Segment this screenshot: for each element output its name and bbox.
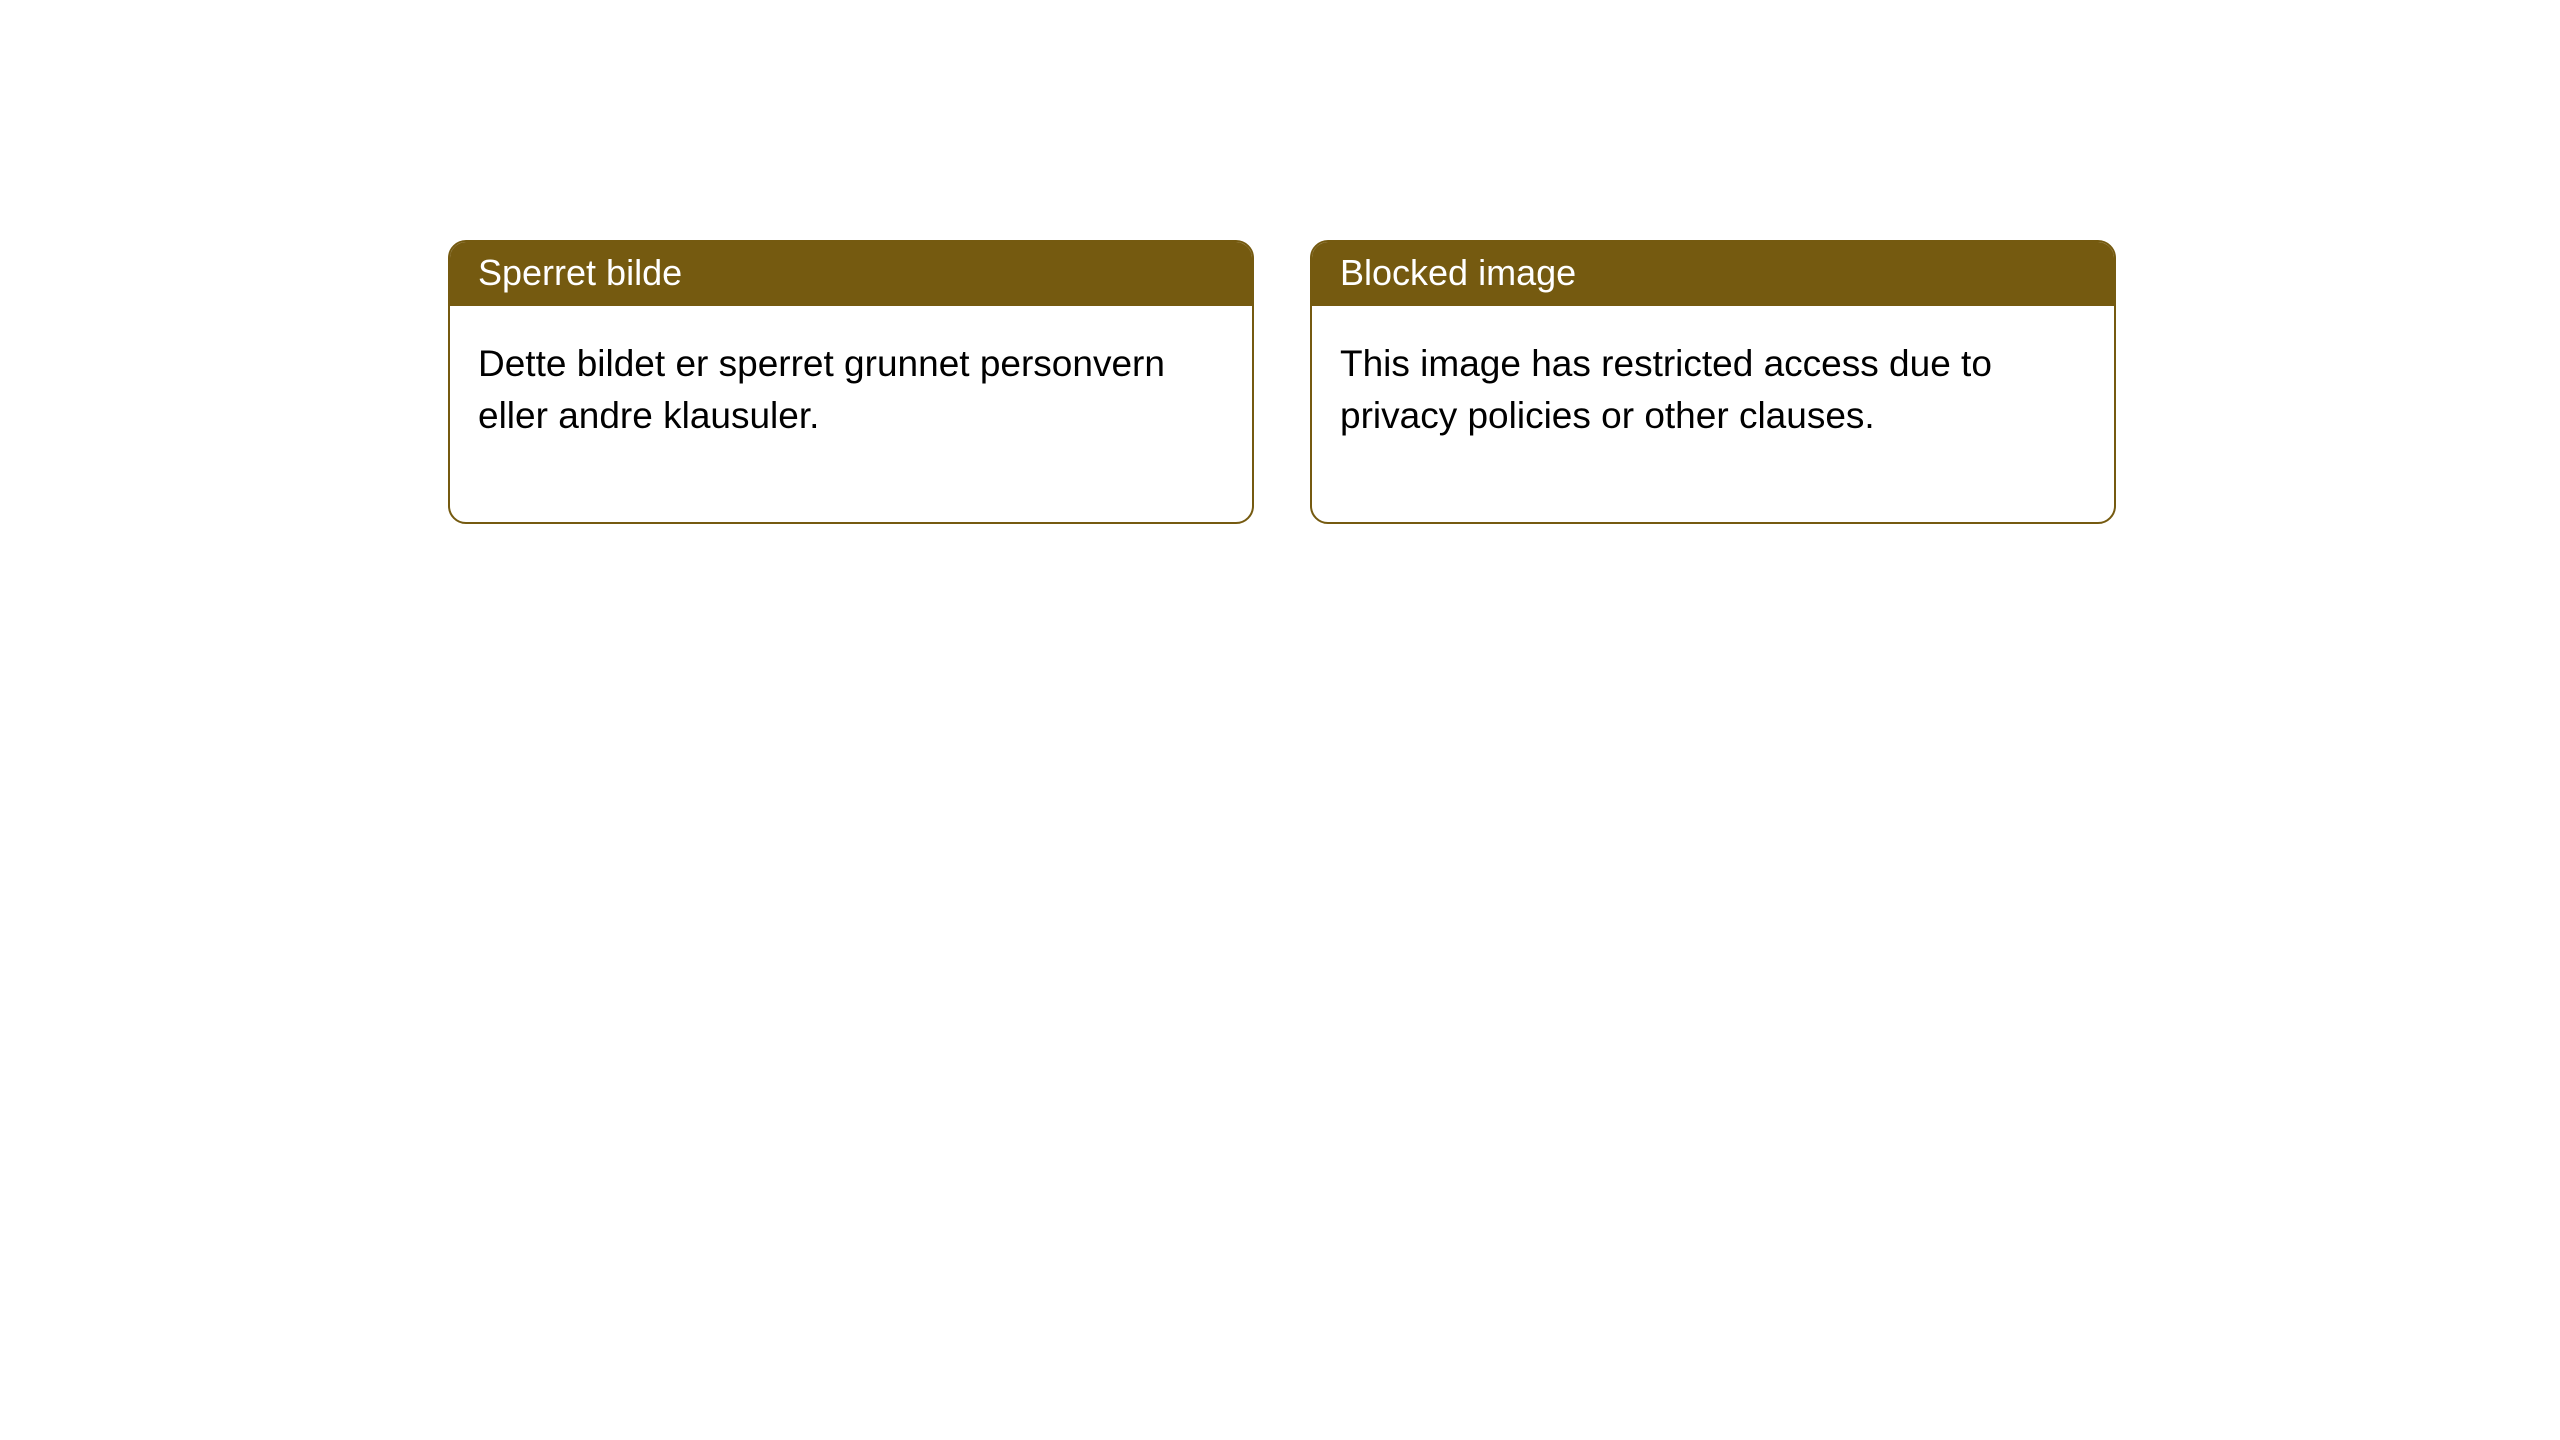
notice-header: Sperret bilde	[450, 242, 1252, 306]
notice-body-text: Dette bildet er sperret grunnet personve…	[478, 343, 1165, 436]
notice-card-norwegian: Sperret bilde Dette bildet er sperret gr…	[448, 240, 1254, 524]
notice-title: Blocked image	[1340, 252, 1576, 293]
notice-container: Sperret bilde Dette bildet er sperret gr…	[0, 0, 2560, 524]
notice-header: Blocked image	[1312, 242, 2114, 306]
notice-body: Dette bildet er sperret grunnet personve…	[450, 306, 1252, 522]
notice-body: This image has restricted access due to …	[1312, 306, 2114, 522]
notice-card-english: Blocked image This image has restricted …	[1310, 240, 2116, 524]
notice-title: Sperret bilde	[478, 252, 682, 293]
notice-body-text: This image has restricted access due to …	[1340, 343, 1992, 436]
